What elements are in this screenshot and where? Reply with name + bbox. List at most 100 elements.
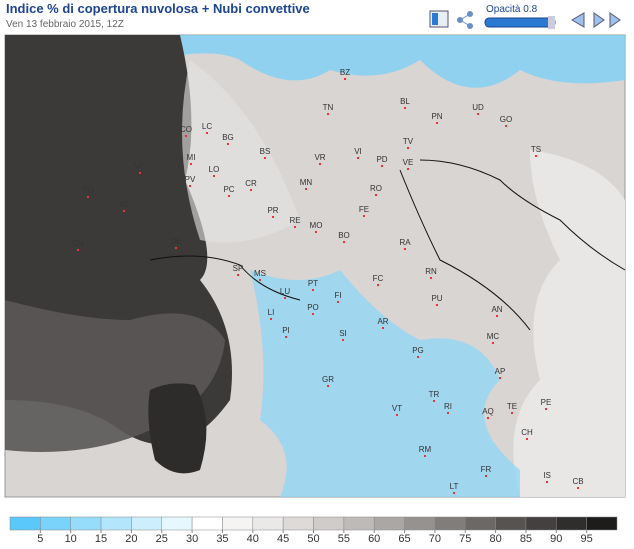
city-label: AQ bbox=[482, 407, 494, 416]
legend-tick-label: 10 bbox=[65, 533, 77, 545]
city-label: AR bbox=[377, 317, 388, 326]
city-label: PV bbox=[185, 175, 196, 184]
city-label: AP bbox=[495, 367, 506, 376]
legend-swatch bbox=[495, 516, 527, 531]
legend-swatch bbox=[161, 516, 193, 531]
city-marker bbox=[343, 241, 345, 243]
legend-tick-label: 40 bbox=[247, 533, 259, 545]
city-marker bbox=[404, 248, 406, 250]
city-marker bbox=[485, 475, 487, 477]
city-marker bbox=[213, 175, 215, 177]
city-label: PT bbox=[308, 279, 318, 288]
city-marker bbox=[270, 318, 272, 320]
city-marker bbox=[227, 143, 229, 145]
city-label: CH bbox=[521, 428, 533, 437]
city-marker bbox=[396, 414, 398, 416]
city-label: PR bbox=[267, 206, 278, 215]
city-marker bbox=[417, 356, 419, 358]
city-label: TN bbox=[323, 103, 334, 112]
city-label: RO bbox=[370, 184, 382, 193]
city-marker bbox=[430, 277, 432, 279]
map bbox=[4, 34, 626, 498]
next-button[interactable] bbox=[593, 12, 605, 28]
city-label: TO bbox=[83, 186, 94, 195]
city-label: VC bbox=[134, 162, 145, 171]
legend-swatch bbox=[586, 516, 618, 531]
city-label: LI bbox=[268, 308, 275, 317]
city-marker bbox=[344, 78, 346, 80]
city-label: VE bbox=[403, 158, 414, 167]
legend-tick-label: 55 bbox=[338, 533, 350, 545]
city-label: SP bbox=[233, 264, 244, 273]
city-label: PN bbox=[431, 112, 442, 121]
city-marker bbox=[185, 135, 187, 137]
city-label: VR bbox=[314, 153, 325, 162]
legend-tick-label: 95 bbox=[581, 533, 593, 545]
city-marker bbox=[424, 455, 426, 457]
slider-handle[interactable] bbox=[548, 16, 555, 29]
city-label: LO bbox=[209, 165, 220, 174]
city-label: TS bbox=[531, 145, 541, 154]
city-label: TV bbox=[403, 137, 414, 146]
city-marker bbox=[477, 113, 479, 115]
city-marker bbox=[377, 284, 379, 286]
city-label: MO bbox=[310, 221, 323, 230]
legend-tick-label: 25 bbox=[156, 533, 168, 545]
city-marker bbox=[123, 210, 125, 212]
legend-swatch bbox=[404, 516, 436, 531]
last-button[interactable] bbox=[609, 12, 621, 28]
city-marker bbox=[404, 107, 406, 109]
legend-swatch bbox=[434, 516, 466, 531]
city-marker bbox=[259, 279, 261, 281]
city-label: PI bbox=[282, 326, 290, 335]
city-label: MN bbox=[300, 178, 313, 187]
legend-swatch bbox=[313, 516, 345, 531]
city-marker bbox=[447, 412, 449, 414]
city-label: RM bbox=[419, 445, 432, 454]
legend-tick-label: 90 bbox=[550, 533, 562, 545]
city-label: IS bbox=[543, 471, 551, 480]
share-icon[interactable] bbox=[457, 11, 473, 29]
city-label: MS bbox=[254, 269, 266, 278]
city-label: PG bbox=[412, 346, 424, 355]
city-marker bbox=[312, 313, 314, 315]
prev-button[interactable] bbox=[571, 12, 585, 28]
book-icon[interactable] bbox=[429, 10, 449, 28]
legend-tick-label: 60 bbox=[368, 533, 380, 545]
city-label: VI bbox=[354, 147, 362, 156]
city-marker bbox=[237, 274, 239, 276]
city-marker bbox=[272, 216, 274, 218]
city-label: BO bbox=[338, 231, 350, 240]
city-label: RI bbox=[444, 402, 452, 411]
city-marker bbox=[305, 188, 307, 190]
legend-tick-label: 15 bbox=[95, 533, 107, 545]
city-label: BG bbox=[222, 133, 234, 142]
legend-tick-label: 65 bbox=[398, 533, 410, 545]
city-marker bbox=[381, 165, 383, 167]
city-label: RE bbox=[289, 216, 300, 225]
city-marker bbox=[511, 412, 513, 414]
city-marker bbox=[546, 481, 548, 483]
city-marker bbox=[375, 194, 377, 196]
city-label: CB bbox=[572, 477, 583, 486]
city-label: UD bbox=[472, 103, 484, 112]
opacity-slider[interactable] bbox=[484, 17, 556, 28]
city-label: PO bbox=[307, 303, 319, 312]
city-label: SI bbox=[339, 329, 347, 338]
city-marker bbox=[436, 122, 438, 124]
legend-tick-label: 30 bbox=[186, 533, 198, 545]
city-label: CO bbox=[180, 125, 192, 134]
city-label: LT bbox=[450, 482, 459, 491]
city-marker bbox=[492, 342, 494, 344]
city-marker bbox=[363, 215, 365, 217]
city-marker bbox=[250, 189, 252, 191]
city-marker bbox=[206, 132, 208, 134]
city-label: PU bbox=[431, 294, 442, 303]
legend-swatch bbox=[373, 516, 405, 531]
city-marker bbox=[436, 304, 438, 306]
city-label: BL bbox=[400, 97, 410, 106]
legend-tick-label: 45 bbox=[277, 533, 289, 545]
city-marker bbox=[342, 339, 344, 341]
city-marker bbox=[327, 113, 329, 115]
